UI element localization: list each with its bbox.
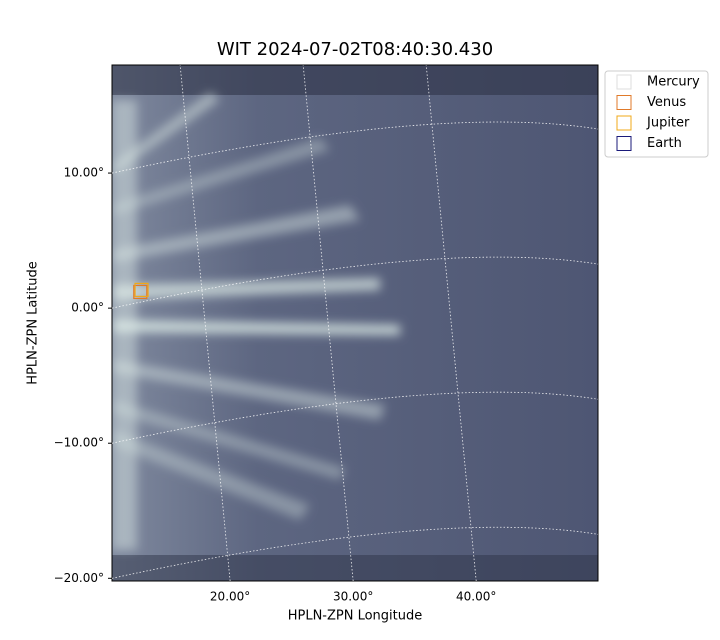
legend-swatch <box>616 74 632 90</box>
legend-label: Jupiter <box>646 116 690 131</box>
legend-label: Earth <box>647 136 682 151</box>
legend <box>604 70 709 158</box>
legend-label: Mercury <box>647 75 700 90</box>
planet-marker <box>134 282 149 298</box>
image <box>112 65 598 581</box>
y-tick-label: 10.00° <box>64 166 104 180</box>
y-tick-label: −20.00° <box>54 571 104 585</box>
x-tick-label: 30.00° <box>333 590 373 604</box>
y-axis-label: HPLN-ZPN Latitude <box>26 261 41 384</box>
grid-line <box>302 64 354 582</box>
grid-line <box>111 256 599 309</box>
y-tick-label: 0.00° <box>71 301 104 315</box>
x-tick-label: 20.00° <box>210 590 250 604</box>
grid-line <box>179 64 231 582</box>
plot-frame <box>111 64 599 582</box>
legend-swatch <box>616 115 632 131</box>
grid-line <box>425 64 477 582</box>
planet-marker <box>133 284 148 300</box>
grid-line <box>111 526 599 579</box>
legend-swatch <box>616 95 632 110</box>
x-tick-label: 40.00° <box>456 590 496 604</box>
y-tick-label: −10.00° <box>54 436 104 450</box>
grid-line <box>111 121 599 174</box>
chart-title: WIT 2024-07-02T08:40:30.430 <box>217 39 493 60</box>
grid-line <box>111 391 599 444</box>
legend-swatch <box>616 136 632 151</box>
legend-label: Venus <box>647 95 686 110</box>
x-axis-label: HPLN-ZPN Longitude <box>288 609 423 624</box>
